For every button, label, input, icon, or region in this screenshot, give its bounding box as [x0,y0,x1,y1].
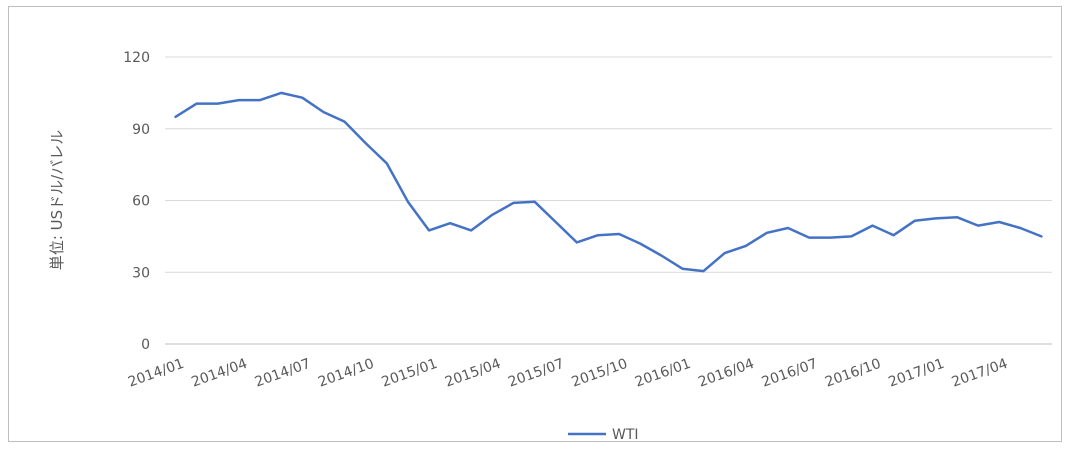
x-tick-label: 2014/07 [253,356,313,391]
y-tick-label: 30 [132,265,150,281]
y-axis-title: 単位: USドル/バレル [48,130,66,270]
legend: WTI [568,427,639,443]
x-tick-label: 2016/04 [696,356,756,391]
gridlines [165,56,1052,273]
x-tick-label: 2014/01 [126,356,186,391]
x-tick-label: 2014/10 [316,356,376,391]
series-layer [174,91,1043,273]
x-tick-label: 2014/04 [189,356,249,391]
x-tick-label: 2016/10 [823,356,883,391]
x-tick-label: 2016/07 [760,356,820,391]
y-tick-label: 60 [132,194,150,210]
y-tick-label: 120 [123,50,150,66]
series-line-wti [174,91,1043,273]
x-tick-label: 2015/01 [380,356,440,391]
chart-frame [8,6,1062,442]
legend-label-wti: WTI [612,427,639,443]
x-tick-label: 2017/01 [886,356,946,391]
x-tick-label: 2017/04 [950,356,1010,391]
x-axis-ticks: 2014/01 2014/04 2014/07 2014/10 2015/01 2015/… [126,356,1010,391]
y-tick-label: 90 [132,122,150,138]
x-tick-label: 2016/01 [633,356,693,391]
x-tick-label: 2015/04 [443,356,503,391]
x-tick-label: 2015/10 [570,356,630,391]
x-tick-label: 2015/07 [506,356,566,391]
y-axis-ticks: 0 30 60 90 120 [123,50,150,353]
y-tick-label: 0 [141,337,150,353]
